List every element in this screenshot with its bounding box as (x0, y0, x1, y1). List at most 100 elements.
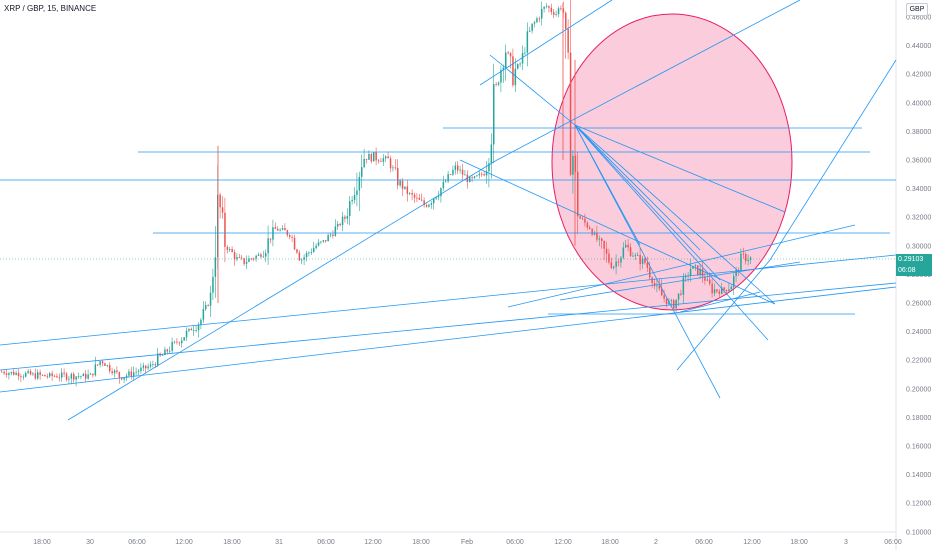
candle (413, 192, 416, 204)
candle (507, 50, 509, 55)
highlight-ellipse[interactable] (551, 13, 793, 311)
candle (262, 250, 265, 258)
candle (632, 252, 634, 257)
candle (322, 239, 325, 243)
candle (301, 258, 303, 265)
candle (51, 370, 53, 381)
trendline[interactable] (0, 282, 897, 371)
trendline[interactable] (679, 291, 761, 313)
candle (673, 298, 675, 310)
candle (481, 171, 483, 177)
trendline[interactable] (574, 124, 786, 213)
candle (183, 337, 185, 342)
candle (70, 372, 73, 385)
candle (349, 196, 351, 226)
candle (517, 63, 519, 70)
trendline[interactable] (574, 124, 776, 305)
x-tick-label: 06:00 (506, 539, 524, 546)
candle (130, 366, 133, 380)
candle (560, 5, 562, 11)
candle (85, 370, 87, 383)
candle (589, 225, 591, 230)
trendline-layer[interactable] (0, 0, 897, 421)
candle (382, 154, 385, 166)
candle (723, 286, 725, 294)
candle (581, 215, 584, 221)
candle (557, 6, 560, 18)
trendline[interactable] (676, 259, 771, 371)
candle (603, 240, 605, 260)
candle (493, 63, 495, 164)
candle (279, 228, 281, 232)
trendline[interactable] (574, 124, 701, 251)
x-tick-label: 06:00 (884, 539, 902, 546)
candle (502, 64, 505, 83)
time-axis[interactable]: 18:00 30 06:00 12:00 18:00 31 06:00 12:00 18:00 F… (33, 539, 902, 546)
candle (269, 238, 272, 244)
candle (296, 248, 298, 254)
drawing-layer[interactable] (551, 13, 793, 311)
candle (526, 22, 529, 67)
candle (58, 373, 61, 382)
candle (257, 252, 260, 257)
candle (238, 253, 241, 259)
candle (387, 151, 389, 159)
trendline[interactable] (574, 124, 721, 399)
trendline[interactable] (559, 261, 801, 301)
trendline[interactable] (0, 286, 897, 393)
candle (423, 197, 425, 208)
y-tick-label: 0.20000 (906, 386, 931, 393)
trendline[interactable] (574, 124, 641, 246)
trendline[interactable] (479, 0, 613, 86)
candle (197, 322, 200, 338)
candle (188, 328, 190, 333)
x-tick-label: 18:00 (33, 539, 51, 546)
trendline[interactable] (459, 159, 776, 305)
candle (555, 10, 557, 17)
trendline[interactable] (769, 59, 897, 261)
candle (231, 246, 233, 253)
candle (248, 255, 250, 263)
trendline[interactable] (489, 54, 576, 126)
x-tick-label: 06:00 (128, 539, 146, 546)
trendline[interactable] (496, 0, 801, 161)
candle (397, 159, 399, 190)
candle (449, 173, 452, 176)
candle (15, 370, 17, 376)
candle (281, 225, 284, 231)
candle (375, 147, 377, 166)
candle (701, 261, 704, 283)
candle (241, 254, 243, 261)
candle (250, 257, 253, 261)
candle (505, 44, 507, 81)
candle (433, 197, 435, 210)
candle (267, 225, 269, 265)
trendline[interactable] (574, 124, 769, 341)
candle (341, 211, 344, 232)
candle (569, 0, 572, 177)
candle (77, 372, 80, 379)
candle (56, 373, 58, 378)
trendline[interactable] (0, 254, 897, 346)
candle (394, 159, 397, 171)
currency-label[interactable]: GBP (906, 3, 928, 16)
trendline[interactable] (507, 224, 856, 308)
x-tick-label: 3 (844, 539, 848, 546)
candle (625, 240, 627, 248)
candle (644, 256, 646, 265)
candle (442, 175, 445, 191)
candle (411, 189, 413, 201)
trendline[interactable] (574, 124, 721, 281)
candle (101, 360, 104, 367)
candle (622, 242, 625, 260)
candle (447, 170, 449, 184)
trendline[interactable] (67, 159, 498, 421)
candle (325, 240, 327, 243)
candle (656, 279, 658, 293)
candle (104, 362, 106, 366)
candle (94, 356, 97, 377)
candle (27, 368, 29, 375)
candle (207, 303, 209, 307)
